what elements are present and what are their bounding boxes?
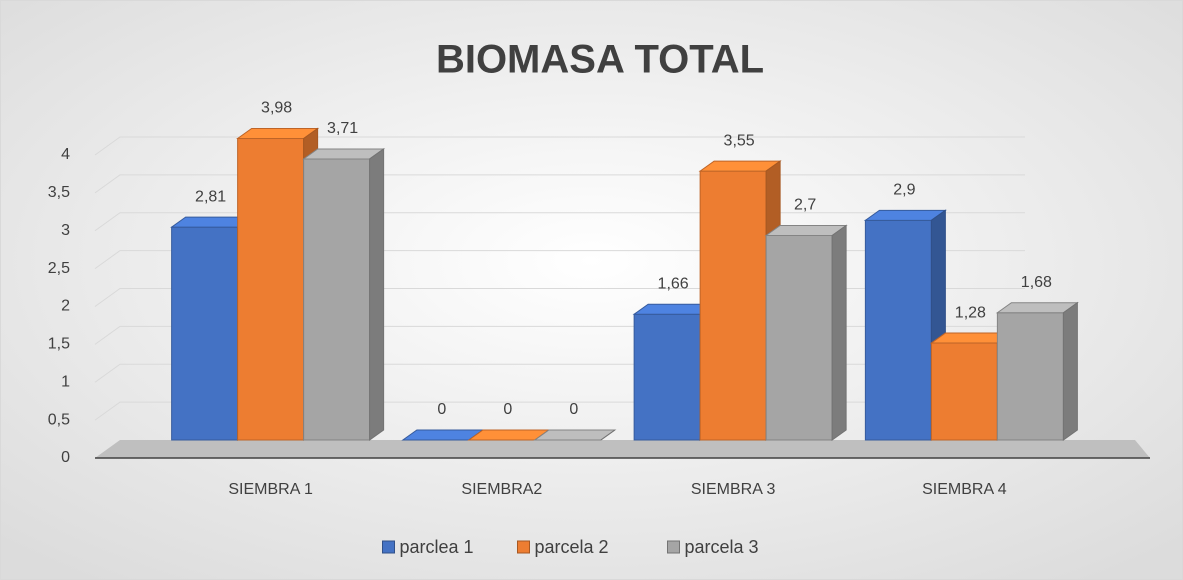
chart-title: BIOMASA TOTAL	[436, 38, 764, 82]
bar-side	[1062, 301, 1078, 441]
y-tick-label: 0	[61, 449, 70, 466]
data-label: 2,9	[893, 182, 915, 199]
data-label: 1,68	[1021, 274, 1052, 291]
legend-label: parclea 1	[400, 537, 474, 557]
legend-swatch	[382, 540, 395, 554]
floor	[95, 440, 1150, 458]
data-label: 0	[503, 401, 512, 418]
y-tick-label: 2	[61, 298, 70, 315]
y-tick-label: 3,5	[48, 184, 70, 201]
bar	[533, 429, 617, 441]
data-label: 0	[437, 401, 446, 418]
bar-front	[237, 138, 305, 441]
bar-side	[831, 224, 847, 441]
y-tick-label: 1,5	[48, 336, 70, 353]
bar-side	[600, 429, 616, 441]
data-label: 0	[569, 401, 578, 418]
data-label: 2,7	[794, 197, 816, 214]
bar	[995, 301, 1079, 441]
legend-label: parcela 3	[685, 537, 759, 557]
y-tick-label: 1	[61, 373, 70, 390]
bar-front	[765, 234, 833, 441]
data-label: 1,66	[658, 275, 689, 292]
x-tick-label: SIEMBRA 1	[228, 481, 313, 498]
x-tick-label: SIEMBRA2	[461, 481, 542, 498]
data-label: 3,98	[261, 100, 292, 117]
grid-line	[94, 136, 1025, 156]
data-label: 1,28	[955, 304, 986, 321]
bar	[764, 224, 848, 441]
bar-front	[699, 170, 767, 441]
bar-front	[633, 313, 701, 441]
bar-front	[864, 219, 932, 441]
bar-side	[369, 147, 385, 441]
y-tick-label: 4	[61, 146, 70, 163]
legend-swatch	[667, 540, 680, 554]
x-tick-label: SIEMBRA 4	[922, 481, 1007, 498]
bar-front	[303, 158, 371, 441]
legend-swatch	[517, 540, 530, 554]
bar-front	[996, 312, 1064, 441]
data-label: 3,71	[327, 120, 358, 137]
y-tick-label: 0,5	[48, 411, 70, 428]
y-tick-label: 3	[61, 222, 70, 239]
data-label: 2,81	[195, 188, 226, 205]
bar-front	[930, 342, 998, 441]
data-label: 3,55	[724, 132, 755, 149]
bar-front	[171, 226, 239, 441]
x-tick-label: SIEMBRA 3	[691, 481, 776, 498]
legend-label: parcela 2	[535, 537, 609, 557]
y-tick-label: 2,5	[48, 260, 70, 277]
bar	[302, 147, 386, 441]
